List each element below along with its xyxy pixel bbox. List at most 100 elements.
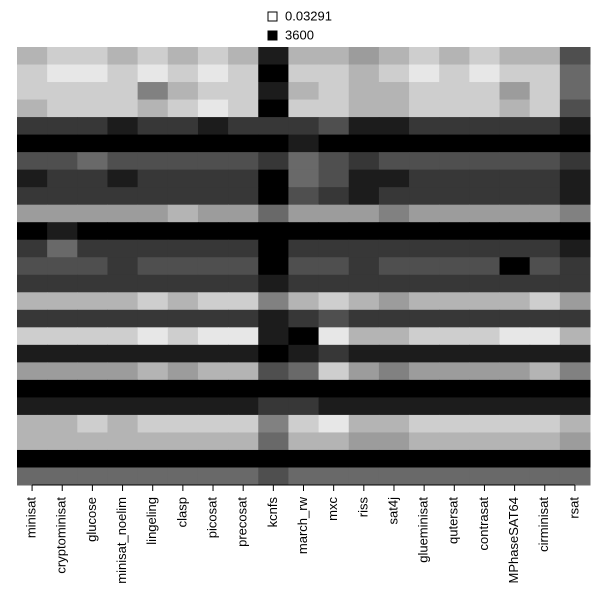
heatmap-cell xyxy=(47,187,78,206)
heatmap-cell xyxy=(469,274,501,293)
heatmap-cell xyxy=(107,274,139,293)
heatmap-cell xyxy=(197,379,229,398)
heatmap-cell xyxy=(197,204,229,223)
heatmap-cell xyxy=(348,449,380,468)
heatmap-cell xyxy=(167,397,199,416)
heatmap-cell xyxy=(47,414,78,433)
x-tick-label: mxc xyxy=(325,497,340,521)
heatmap-cell xyxy=(409,292,440,311)
heatmap-cell xyxy=(378,204,410,223)
heatmap-cell xyxy=(499,327,531,346)
heatmap-cell xyxy=(409,152,440,171)
x-tick-label: glueminisat xyxy=(416,497,431,563)
heatmap-cell xyxy=(409,187,440,206)
heatmap-cell xyxy=(77,47,108,66)
heatmap-cell xyxy=(197,64,229,83)
heatmap-cell xyxy=(499,362,531,381)
heatmap-cell xyxy=(107,257,139,276)
heatmap-cell xyxy=(378,397,410,416)
heatmap-cell xyxy=(107,327,139,346)
heatmap-cell xyxy=(499,64,531,83)
heatmap-cell xyxy=(77,239,108,258)
heatmap-cell xyxy=(137,362,169,381)
heatmap-cell xyxy=(348,309,380,328)
heatmap-cell xyxy=(499,344,531,363)
heatmap-cell xyxy=(47,379,78,398)
heatmap-cell xyxy=(559,257,591,276)
heatmap-cell xyxy=(439,257,470,276)
heatmap-cell xyxy=(318,117,350,136)
heatmap-cell xyxy=(378,82,410,101)
heatmap-cell xyxy=(439,432,470,451)
heatmap-cell xyxy=(77,152,108,171)
heatmap-cell xyxy=(228,362,259,381)
x-tick-label: cirminisat xyxy=(536,497,551,552)
heatmap-cell xyxy=(378,327,410,346)
heatmap-cell xyxy=(378,152,410,171)
heatmap-cell xyxy=(17,169,48,188)
heatmap-cell xyxy=(107,187,139,206)
heatmap-cell xyxy=(499,169,531,188)
heatmap-cell xyxy=(17,344,48,363)
heatmap-cell xyxy=(167,449,199,468)
heatmap-cell xyxy=(258,99,289,118)
heatmap-cell xyxy=(529,414,561,433)
heatmap-cell xyxy=(107,309,139,328)
heatmap-cell xyxy=(348,152,380,171)
heatmap-cell xyxy=(559,274,591,293)
heatmap-cell xyxy=(77,327,108,346)
heatmap-cell xyxy=(318,414,350,433)
heatmap-cell xyxy=(167,327,199,346)
heatmap-cell xyxy=(17,257,48,276)
heatmap-cell xyxy=(137,379,169,398)
heatmap-cell xyxy=(137,257,169,276)
heatmap-cell xyxy=(559,414,591,433)
heatmap-cell xyxy=(107,362,139,381)
heatmap-cell xyxy=(439,397,470,416)
heatmap-cell xyxy=(409,309,440,328)
heatmap-cell xyxy=(258,362,289,381)
heatmap-cell xyxy=(197,274,229,293)
heatmap-cell xyxy=(228,449,259,468)
heatmap-cell xyxy=(47,327,78,346)
heatmap-cell xyxy=(228,257,259,276)
heatmap-cell xyxy=(288,414,320,433)
heatmap-cell xyxy=(288,274,320,293)
heatmap-cell xyxy=(318,222,350,241)
x-tick-label: riss xyxy=(355,497,370,518)
heatmap-cell xyxy=(137,432,169,451)
heatmap-cell xyxy=(258,239,289,258)
heatmap-cell xyxy=(318,187,350,206)
x-tick-label: minisat_noelim xyxy=(114,497,129,584)
heatmap-cell xyxy=(167,379,199,398)
heatmap-cell xyxy=(47,99,78,118)
heatmap-cell xyxy=(409,47,440,66)
heatmap-cell xyxy=(107,204,139,223)
heatmap-cell xyxy=(529,467,561,486)
x-tick-label: march_rw xyxy=(295,496,310,554)
heatmap-cell xyxy=(107,449,139,468)
heatmap-cell xyxy=(378,362,410,381)
heatmap-cell xyxy=(378,344,410,363)
heatmap-cell xyxy=(378,117,410,136)
heatmap-cell xyxy=(288,47,320,66)
heatmap-cell xyxy=(318,379,350,398)
heatmap-cell xyxy=(258,169,289,188)
heatmap-cell xyxy=(378,257,410,276)
heatmap-cell xyxy=(258,204,289,223)
heatmap-cell xyxy=(228,309,259,328)
heatmap-cell xyxy=(529,432,561,451)
heatmap-cell xyxy=(197,292,229,311)
heatmap-cell xyxy=(439,47,470,66)
heatmap-cell xyxy=(167,239,199,258)
heatmap-cell xyxy=(77,309,108,328)
heatmap-cell xyxy=(409,449,440,468)
heatmap-cell xyxy=(409,99,440,118)
heatmap-cell xyxy=(197,47,229,66)
heatmap-cell xyxy=(529,64,561,83)
heatmap-cell xyxy=(378,432,410,451)
heatmap-cell xyxy=(258,64,289,83)
heatmap-cell xyxy=(439,64,470,83)
heatmap-cell xyxy=(499,82,531,101)
heatmap-cell xyxy=(348,467,380,486)
